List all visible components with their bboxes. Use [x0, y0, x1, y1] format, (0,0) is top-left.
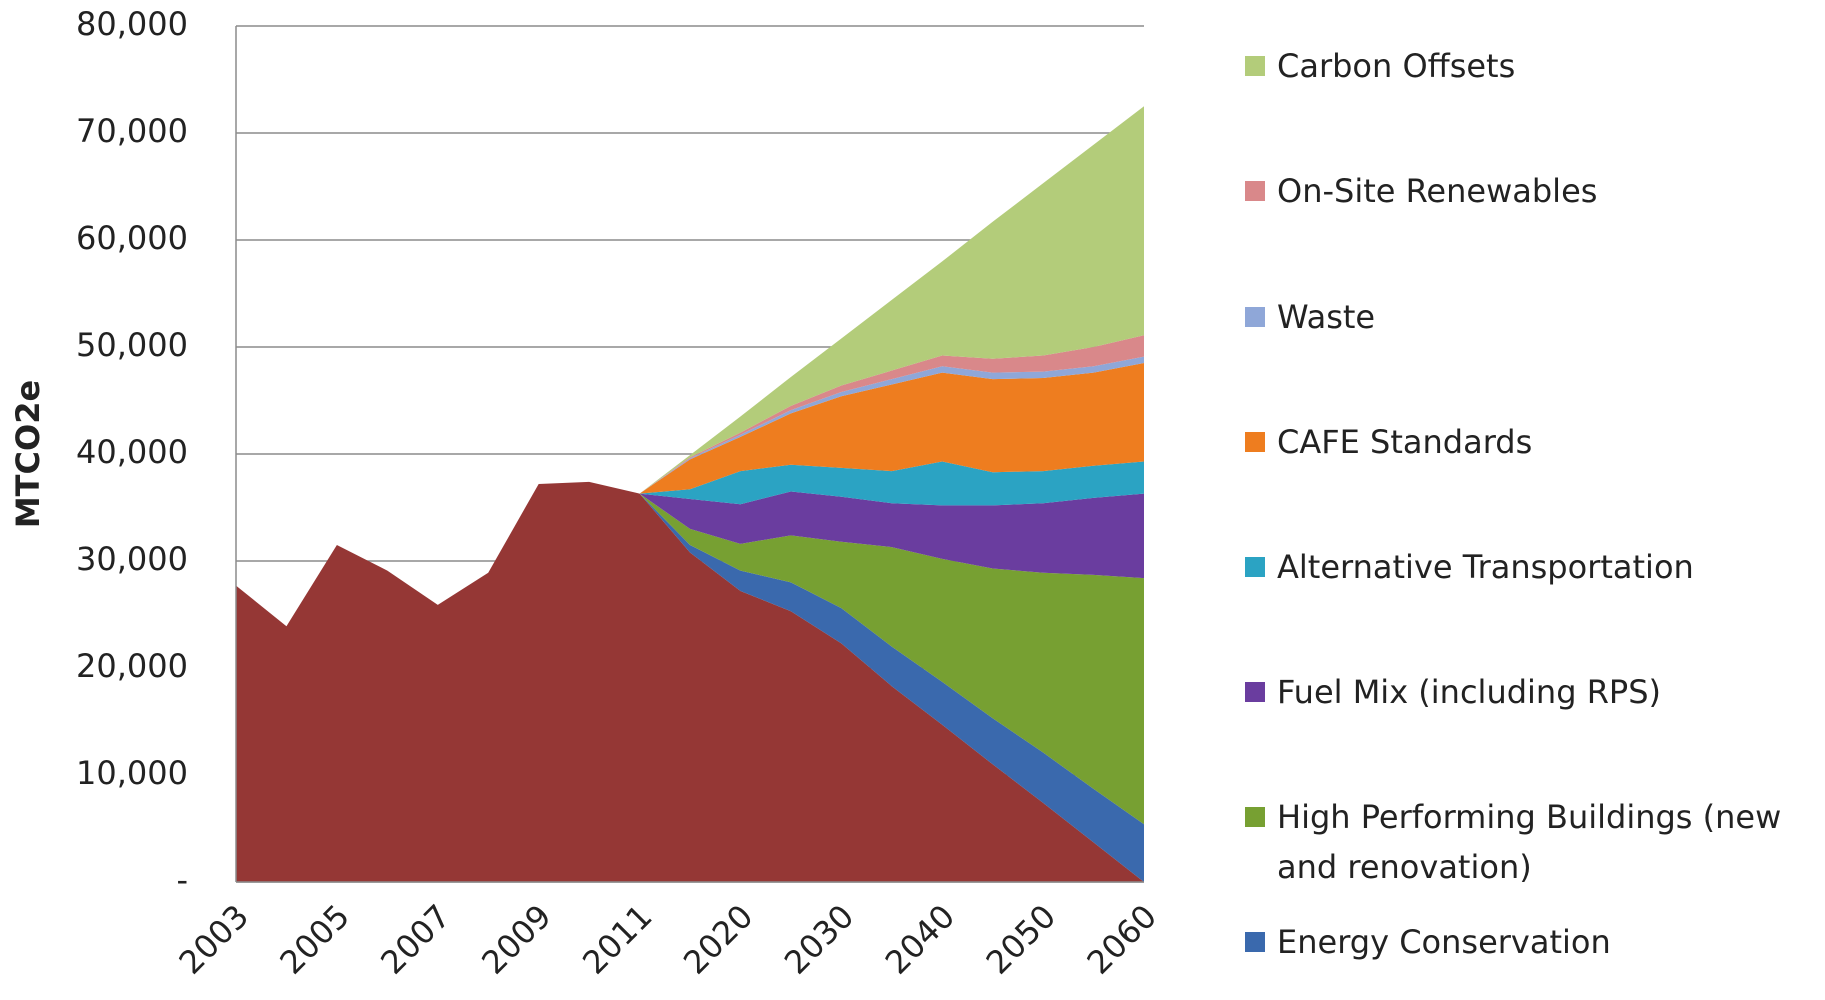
area — [236, 481, 1144, 882]
x-tick-label: 2050 — [979, 897, 1063, 981]
y-tick-label: 20,000 — [76, 647, 188, 685]
legend-label: High Performing Buildings (new and renov… — [1277, 798, 1782, 887]
y-tick-label: 40,000 — [76, 433, 188, 471]
y-tick-label: 60,000 — [76, 219, 188, 257]
area — [236, 363, 1144, 627]
x-tick-label: 2007 — [373, 897, 457, 981]
x-tick-label: 2003 — [172, 897, 256, 981]
area — [236, 461, 1144, 627]
y-tick-label: 30,000 — [76, 540, 188, 578]
legend-item: High Performing Buildings (new and renov… — [1245, 792, 1805, 892]
legend-swatch — [1245, 932, 1265, 953]
y-tick-label: 50,000 — [76, 326, 188, 364]
y-axis-label: MTCO2e — [9, 380, 47, 528]
y-tick-label: 80,000 — [76, 5, 188, 43]
legend-item: Energy Conservation — [1245, 917, 1805, 967]
area — [236, 335, 1144, 627]
legend-label: CAFE Standards — [1277, 422, 1533, 461]
y-tick-label: 10,000 — [76, 754, 188, 792]
legend-label: On-Site Renewables — [1277, 172, 1598, 211]
legend-swatch — [1245, 431, 1265, 452]
legend-label: Fuel Mix (including RPS) — [1277, 672, 1662, 711]
x-tick-label: 2009 — [474, 897, 558, 981]
areas — [236, 106, 1144, 882]
area — [236, 481, 1144, 627]
legend-item: Fuel Mix (including RPS) — [1245, 667, 1805, 717]
legend-swatch — [1245, 306, 1265, 327]
legend-label: Waste — [1277, 297, 1376, 336]
x-tick-label: 2040 — [878, 897, 962, 981]
legend-swatch — [1245, 681, 1265, 702]
legend-label: Carbon Offsets — [1277, 47, 1516, 86]
legend-item: CAFE Standards — [1245, 417, 1805, 467]
y-tick-label: 70,000 — [76, 112, 188, 150]
legend-label: Energy Conservation — [1277, 923, 1611, 962]
legend-item: Waste — [1245, 292, 1805, 342]
legend-swatch — [1245, 807, 1265, 828]
legend-swatch — [1245, 181, 1265, 202]
x-tick-label: 2030 — [777, 897, 861, 981]
legend-item: Alternative Transportation — [1245, 542, 1805, 592]
y-tick-label: - — [176, 861, 188, 899]
legend-swatch — [1245, 556, 1265, 577]
legend-label: Alternative Transportation — [1277, 547, 1694, 586]
legend-item: Carbon Offsets — [1245, 41, 1805, 91]
area — [236, 481, 1144, 825]
x-tick-label: 2020 — [676, 897, 760, 981]
legend-swatch — [1245, 56, 1265, 77]
x-tick-label: 2011 — [575, 897, 659, 981]
x-tick-label: 2060 — [1080, 897, 1164, 981]
legend-item: On-Site Renewables — [1245, 166, 1805, 216]
x-tick-label: 2005 — [272, 897, 356, 981]
